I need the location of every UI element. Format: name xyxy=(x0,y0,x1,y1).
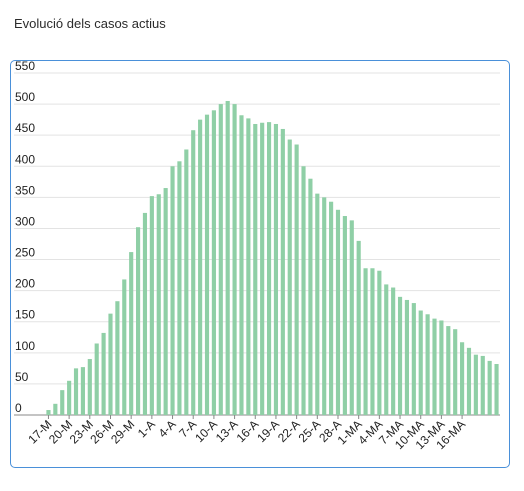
bar xyxy=(397,296,403,415)
bar xyxy=(136,227,141,415)
bar xyxy=(480,355,485,415)
bar xyxy=(115,301,120,415)
bar xyxy=(163,188,168,415)
bar xyxy=(53,403,58,415)
bar xyxy=(432,318,437,415)
bar xyxy=(342,216,347,415)
chart-title: Evolució dels casos actius xyxy=(14,16,166,31)
bar xyxy=(198,119,203,415)
bar xyxy=(335,209,341,415)
bar xyxy=(322,197,327,415)
x-tick-label: 4-A xyxy=(156,417,179,440)
bar xyxy=(253,123,258,416)
bar xyxy=(87,359,92,415)
y-tick-label: 250 xyxy=(15,246,35,260)
bar xyxy=(294,144,299,415)
bar xyxy=(246,118,251,415)
bar xyxy=(232,104,237,415)
bar xyxy=(122,279,127,415)
bar xyxy=(280,128,285,415)
bar xyxy=(177,161,182,415)
y-tick-label: 350 xyxy=(15,183,35,197)
bar xyxy=(129,252,134,415)
bar xyxy=(204,114,210,415)
bar xyxy=(418,310,423,415)
bar xyxy=(225,100,230,415)
bar xyxy=(453,329,458,415)
bar xyxy=(349,220,354,415)
bar xyxy=(260,122,265,415)
y-tick-label: 50 xyxy=(15,370,29,384)
bar xyxy=(377,270,382,415)
bar xyxy=(46,410,51,415)
bar xyxy=(315,193,320,415)
bar xyxy=(439,320,444,415)
y-tick-label: 0 xyxy=(15,401,22,415)
bar xyxy=(308,178,313,415)
bar xyxy=(473,354,478,415)
bar xyxy=(94,343,99,415)
bar xyxy=(411,303,416,415)
bar xyxy=(391,287,396,415)
bar xyxy=(101,332,106,415)
bar xyxy=(287,139,292,415)
bar xyxy=(273,123,279,416)
y-tick-label: 500 xyxy=(15,90,35,104)
bar xyxy=(370,268,375,415)
bar xyxy=(108,313,113,415)
bar xyxy=(466,347,472,415)
bar xyxy=(266,122,272,416)
x-tick-label: 1-A xyxy=(135,417,158,440)
bar xyxy=(60,390,65,415)
y-tick-label: 150 xyxy=(15,308,35,322)
bar xyxy=(191,130,196,415)
bar xyxy=(301,166,306,415)
bar xyxy=(425,314,430,415)
y-tick-label: 550 xyxy=(15,59,35,73)
bar xyxy=(487,360,492,415)
y-tick-label: 400 xyxy=(15,152,35,166)
bar xyxy=(73,368,79,415)
bar xyxy=(356,240,361,415)
bar xyxy=(170,166,175,415)
bar xyxy=(149,196,154,415)
bar xyxy=(384,284,389,415)
bar xyxy=(329,201,334,415)
bar xyxy=(494,364,499,415)
y-tick-label: 100 xyxy=(15,339,35,353)
bar xyxy=(446,326,451,415)
bar xyxy=(67,380,72,415)
bar xyxy=(156,194,161,415)
bar xyxy=(80,367,85,415)
bar xyxy=(211,110,216,415)
x-tick-label: 29-M xyxy=(108,417,137,446)
bar xyxy=(218,104,223,415)
bar xyxy=(142,212,148,415)
bar xyxy=(404,299,409,415)
y-tick-label: 300 xyxy=(15,214,35,228)
bar xyxy=(184,149,189,416)
y-tick-label: 200 xyxy=(15,277,35,291)
y-tick-label: 450 xyxy=(15,121,35,135)
bar xyxy=(460,342,465,415)
bar xyxy=(363,268,368,415)
bar xyxy=(239,115,244,415)
